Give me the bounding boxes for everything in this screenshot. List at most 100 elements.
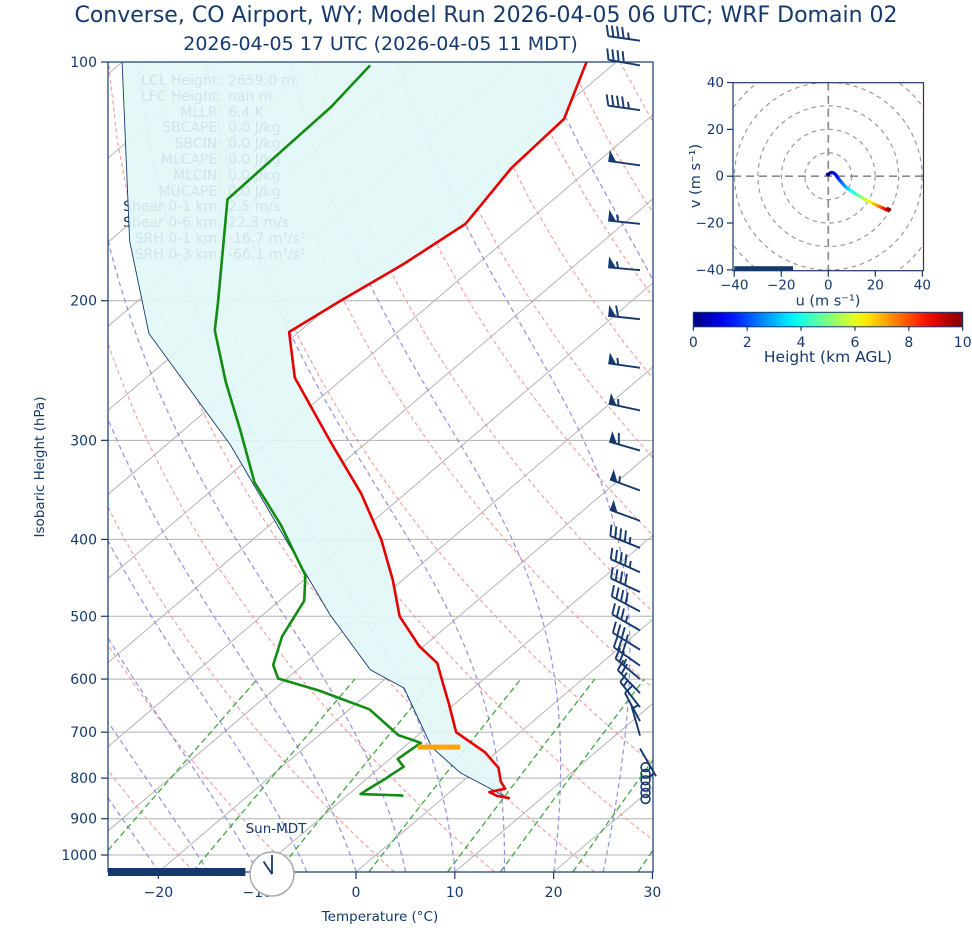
wind-barb	[609, 499, 641, 522]
moist-adiabat	[801, 62, 972, 872]
hodograph-y-label: v (m s⁻¹)	[688, 144, 704, 208]
dry-adiabat	[159, 62, 653, 841]
figure-suptitle: Converse, CO Airport, WY; Model Run 2026…	[74, 3, 898, 28]
wind-barb	[608, 392, 641, 412]
temperature-tick-label: 20	[545, 885, 563, 901]
moist-adiabat	[0, 62, 10, 872]
calm-wind-circle	[640, 787, 651, 799]
mixing-ratio-line	[637, 848, 653, 872]
pressure-tick-label: 700	[70, 725, 97, 741]
wind-barb	[616, 659, 641, 694]
dry-adiabat	[517, 62, 653, 299]
hodograph-u-tick: 40	[914, 278, 931, 294]
colorbar-tick-label: 6	[850, 335, 859, 351]
valid-time-title: 2026-04-05 17 UTC (2026-04-05 11 MDT)	[183, 33, 578, 55]
colorbar-tick-label: 0	[689, 335, 698, 351]
calm-wind-circle	[640, 775, 651, 786]
hodograph-x-label: u (m s⁻¹)	[796, 294, 861, 310]
dry-adiabat	[108, 342, 495, 872]
moist-adiabat	[0, 62, 60, 872]
calm-wind-circle	[640, 793, 651, 805]
hodograph-trace-segment	[886, 207, 892, 212]
calm-wind-circle	[640, 762, 651, 773]
dry-adiabat	[363, 62, 653, 537]
cape-shade-region	[122, 62, 587, 799]
moist-adiabat	[290, 62, 562, 872]
hodograph-u-tick: −40	[720, 278, 749, 294]
wind-barb	[611, 621, 641, 651]
wind-barb	[609, 547, 641, 574]
wind-barb-column	[605, 24, 657, 805]
dry-adiabat	[774, 62, 972, 872]
temperature-tick-label: 30	[643, 885, 661, 901]
colorbar-tick-label: 4	[797, 335, 806, 351]
mixing-ratio-line	[192, 678, 356, 872]
wind-barb	[608, 352, 641, 369]
colorbar-tick-label: 10	[954, 335, 972, 351]
wind-barb	[605, 94, 641, 112]
hodograph-ring	[780, 128, 876, 224]
sounding-profiles	[121, 62, 588, 800]
calm-wind-circle	[640, 768, 651, 780]
pressure-tick-label: 600	[70, 672, 97, 688]
hodograph-u-tick: −20	[767, 278, 796, 294]
sun-clock-widget	[249, 851, 295, 897]
pressure-tick-label: 400	[70, 532, 97, 548]
mixing-ratio-line	[572, 758, 653, 872]
hodograph-v-tick: −20	[696, 216, 725, 232]
pressure-tick-label: 1000	[61, 848, 97, 864]
dry-adiabat	[619, 62, 653, 124]
parcel-profile-line	[121, 62, 508, 798]
temperature-curve	[287, 62, 588, 800]
x-axis-label: Temperature (°C)	[321, 909, 439, 925]
wind-barb	[605, 24, 641, 42]
mixing-ratio-line	[277, 678, 436, 872]
wind-barb	[608, 304, 641, 321]
parcel-temperature-shading	[122, 62, 587, 799]
colorbar-gradient	[692, 311, 964, 328]
wind-barb	[608, 431, 641, 452]
colorbar-label: Height (km AGL)	[764, 348, 892, 366]
hodograph-ring	[757, 105, 900, 248]
moist-adiabat	[108, 237, 407, 872]
moist-adiabat	[108, 868, 110, 872]
hodograph-v-tick: −40	[696, 262, 725, 278]
wind-barb	[630, 704, 641, 736]
wind-barb	[609, 469, 641, 492]
hodograph-ground-bar	[734, 266, 794, 271]
pressure-tick-label: 100	[70, 55, 97, 71]
wind-barb	[619, 672, 641, 708]
dry-adiabat	[722, 62, 972, 872]
wind-barb	[608, 256, 641, 272]
dry-adiabat	[108, 643, 295, 872]
hodograph-inset: −40−40 −20 −20 0 0 20 20 40 40	[696, 75, 931, 294]
mixing-ratio-line	[108, 678, 258, 852]
wind-barb	[611, 603, 641, 632]
moist-adiabat	[751, 62, 967, 872]
calm-wind-circle	[640, 781, 651, 792]
wind-barb	[608, 209, 641, 225]
moist-adiabat	[108, 796, 160, 872]
colorbar-tick-label: 8	[904, 335, 913, 351]
mixing-ratio-line	[500, 678, 645, 872]
hodograph-u-tick: 20	[867, 278, 884, 294]
hodograph-u-tick: 0	[824, 278, 833, 294]
hodograph-v-tick: 0	[715, 169, 724, 185]
moist-adiabat	[108, 539, 308, 872]
hodograph-v-tick: 40	[707, 75, 724, 91]
pressure-tick-label: 200	[70, 294, 97, 310]
wind-barb	[609, 524, 641, 549]
pressure-tick-label: 500	[70, 609, 97, 625]
dry-adiabat	[927, 62, 972, 872]
dry-adiabat	[108, 505, 395, 872]
colorbar-tick-label: 2	[743, 335, 752, 351]
wind-barb	[608, 150, 641, 167]
dewpoint-curve	[213, 64, 423, 798]
height-colorbar: 0 2 4 6 8 10	[689, 311, 972, 351]
dry-adiabat	[825, 62, 972, 872]
clock-label: Sun-MDT	[246, 821, 308, 837]
temperature-tick-label: 10	[446, 885, 464, 901]
